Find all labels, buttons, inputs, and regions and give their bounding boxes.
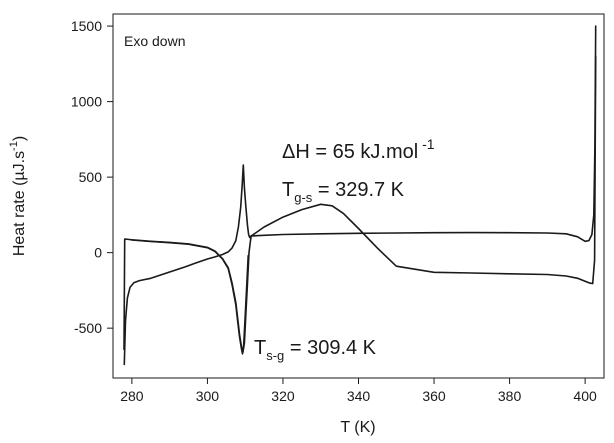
exo-down-note: Exo down [124, 33, 185, 49]
series-group [123, 25, 597, 366]
delta-h-annotation: ΔH = 65 kJ.mol -1 [282, 136, 435, 163]
y-axis-label-sup: -1 [8, 141, 20, 151]
x-tick-label: 380 [498, 388, 522, 404]
t-sg-annotation: Ts-g = 309.4 K [254, 337, 377, 363]
t-gs-value: = 329.7 K [312, 179, 404, 201]
y-tick-label: -500 [74, 320, 102, 336]
x-axis-label: T (K) [340, 419, 375, 436]
x-tick-label: 340 [347, 388, 371, 404]
t-sg-value: = 309.4 K [284, 337, 376, 359]
x-tick-label: 300 [196, 388, 220, 404]
x-tick-label: 320 [271, 388, 295, 404]
t-gs-subscript: g-s [294, 190, 313, 205]
delta-h-sup: -1 [418, 136, 435, 152]
x-tick-label: 360 [422, 388, 446, 404]
y-tick-label: 0 [94, 245, 102, 261]
y-axis-label-main: Heat rate (µJ.s [11, 151, 28, 256]
series-line-2 [123, 55, 597, 354]
t-sg-subscript: s-g [266, 348, 284, 363]
x-axis-ticks: 280 300 320 340 360 380 400 [120, 378, 597, 404]
x-tick-label: 280 [120, 388, 144, 404]
y-tick-label: 500 [79, 169, 103, 185]
x-tick-label: 400 [573, 388, 597, 404]
y-axis-label: Heat rate (µJ.s-1) [8, 136, 28, 256]
y-tick-label: 1000 [71, 94, 102, 110]
y-axis-ticks: -500 0 500 1000 1500 [71, 18, 113, 336]
t-gs-symbol: T [282, 179, 294, 201]
y-axis-label-close: ) [11, 136, 28, 141]
t-sg-symbol: T [254, 337, 266, 359]
y-tick-label: 1500 [71, 18, 102, 34]
delta-h-main: ΔH = 65 kJ.mol [282, 141, 418, 163]
series-line-1 [123, 25, 597, 366]
series-line-3 [131, 239, 249, 355]
t-gs-annotation: Tg-s = 329.7 K [282, 179, 405, 205]
